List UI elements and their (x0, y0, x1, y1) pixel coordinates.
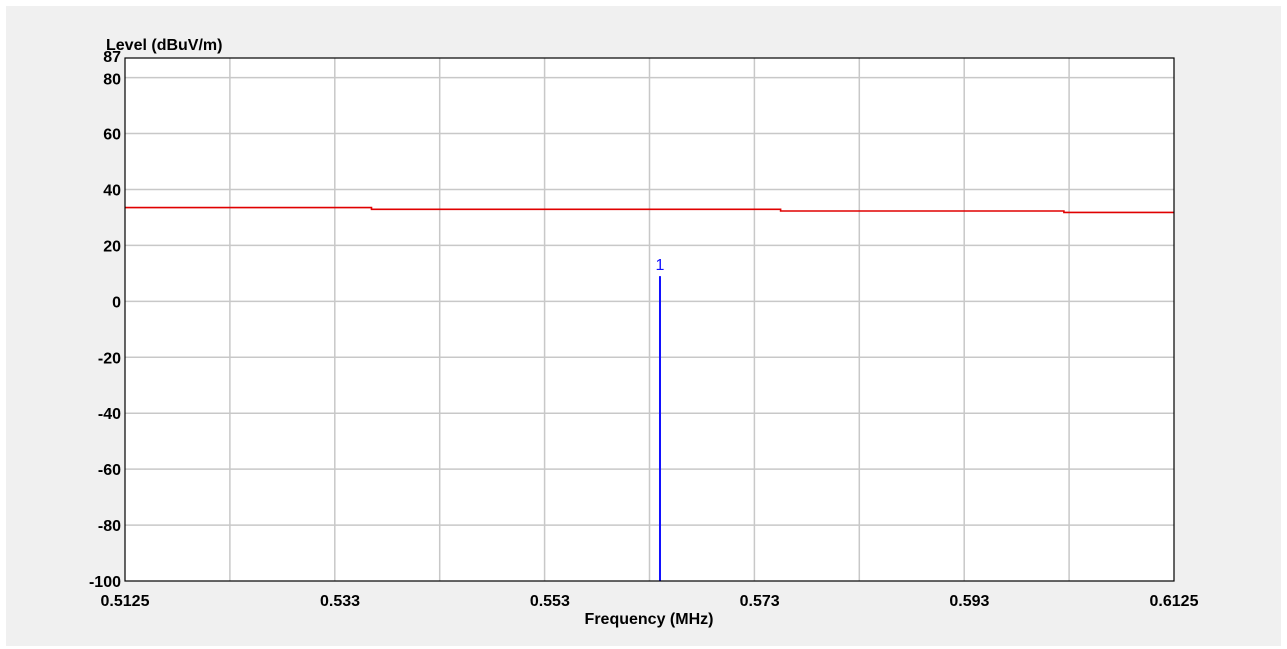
y-tick-label: 20 (103, 238, 121, 255)
series-layer (125, 206, 1174, 214)
y-tick-label: -60 (98, 462, 121, 479)
y-tick-label: 80 (103, 72, 121, 89)
y-tick-labels: 87 80 60 40 20 0 -20 -40 -60 -80 -100 (89, 49, 121, 591)
x-tick-label: 0.573 (740, 593, 780, 610)
x-tick-label: 0.593 (949, 593, 989, 610)
y-tick-label: -20 (98, 350, 121, 367)
x-axis-title: Frequency (MHz) (585, 611, 714, 628)
marker-label: 1 (656, 257, 665, 274)
y-tick-label: -100 (89, 574, 121, 591)
limit-line-series (125, 206, 1174, 214)
x-tick-label: 0.553 (530, 593, 570, 610)
y-tick-label: 87 (103, 49, 121, 66)
y-tick-label: 0 (112, 294, 121, 311)
y-tick-label: -40 (98, 406, 121, 423)
x-tick-label: 0.533 (320, 593, 360, 610)
y-tick-label: -80 (98, 518, 121, 535)
y-axis-title: Level (dBuV/m) (106, 37, 222, 54)
x-tick-label: 0.6125 (1150, 593, 1199, 610)
plot-border (124, 57, 1175, 582)
marker-layer: 1 (656, 257, 665, 581)
grid (125, 58, 1174, 581)
chart-panel: 87 80 60 40 20 0 -20 -40 -60 -80 -100 0.5125 0.533 0… (6, 6, 1281, 646)
y-tick-label: 60 (103, 127, 121, 144)
y-tick-label: 40 (103, 182, 121, 199)
x-tick-labels: 0.5125 0.533 0.553 0.573 0.593 0.6125 (101, 593, 1199, 610)
x-tick-label: 0.5125 (101, 593, 150, 610)
